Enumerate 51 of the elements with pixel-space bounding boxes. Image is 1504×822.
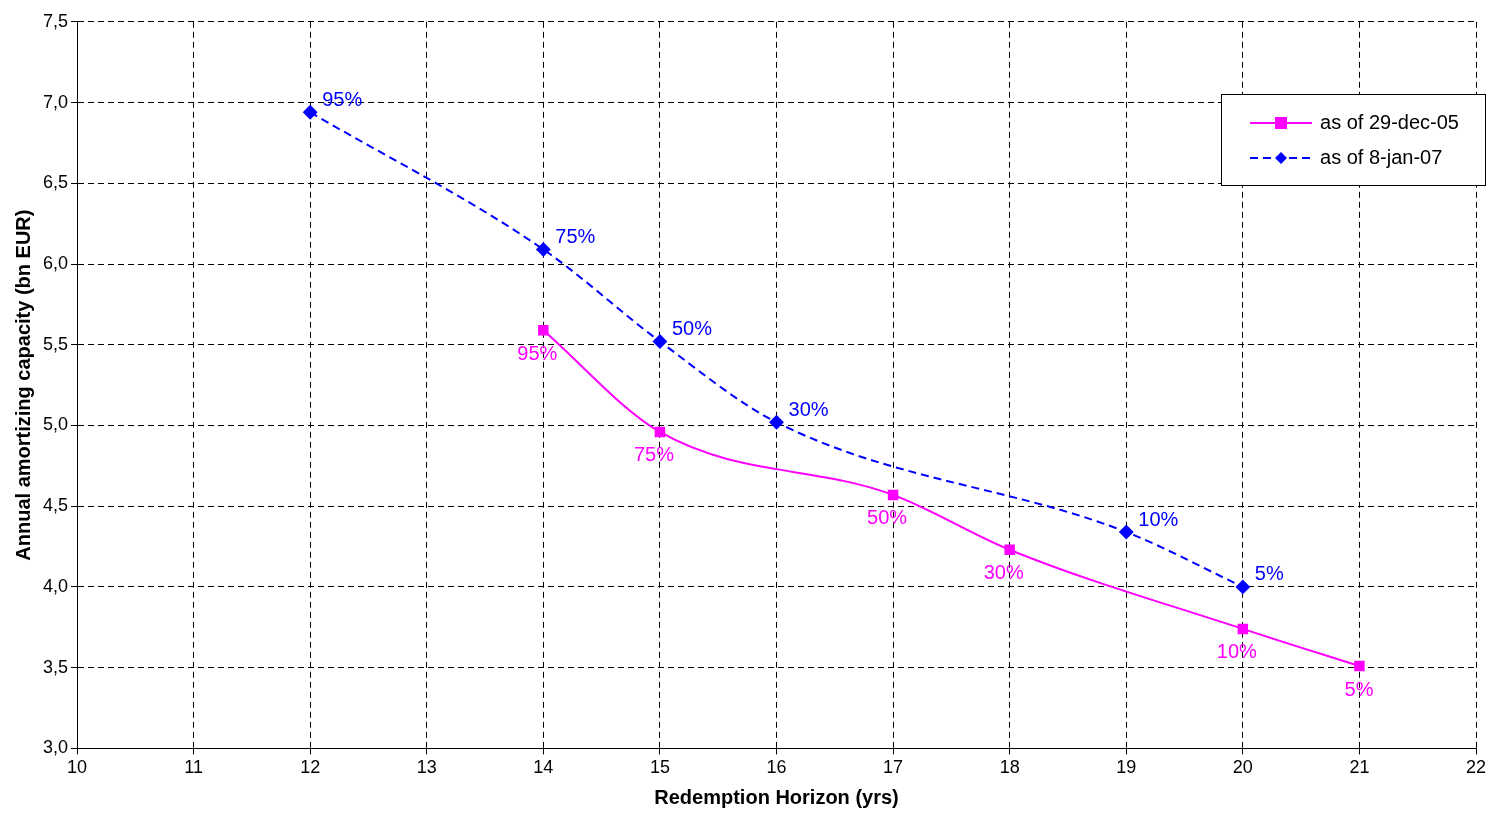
y-tick-label: 3,5 [42, 656, 69, 677]
x-tick-label: 18 [999, 757, 1020, 778]
y-tick-label: 6,0 [42, 252, 69, 273]
annotation: 10% [1216, 640, 1258, 663]
x-tick-label: 15 [649, 757, 670, 778]
annotation: 95% [322, 87, 363, 110]
annotation: 75% [633, 443, 675, 466]
x-tick-label: 21 [1349, 757, 1370, 778]
x-tick-label: 22 [1465, 757, 1487, 778]
annotation: 5% [1254, 562, 1284, 585]
y-tick-label: 4,5 [42, 495, 69, 516]
point [538, 324, 549, 336]
y-axis-title: Annual amortizing capacity (bn EUR) [11, 209, 34, 561]
x-tick-label: 17 [883, 757, 904, 778]
y-tick-label: 3,0 [42, 737, 69, 758]
y-tick-label: 7,0 [42, 91, 69, 112]
point [654, 426, 666, 438]
annotation: 95% [517, 341, 558, 364]
x-tick-label: 20 [1232, 757, 1253, 778]
legend-label: as of 29-dec-05 [1320, 111, 1459, 134]
point [769, 415, 784, 430]
x-tick-label: 14 [533, 757, 554, 778]
annotation: 50% [867, 506, 908, 529]
x-tick-label: 11 [184, 757, 203, 778]
point [1354, 660, 1365, 672]
x-tick-label: 19 [1116, 757, 1137, 778]
annotation: 10% [1138, 507, 1179, 530]
point [1119, 525, 1134, 540]
x-axis-title: Redemption Horizon (yrs) [654, 785, 899, 808]
annotation: 75% [555, 224, 596, 247]
annotation: 50% [671, 317, 713, 340]
y-tick-label: 5,0 [42, 414, 69, 435]
point [536, 242, 551, 257]
x-tick-label: 13 [416, 757, 437, 778]
point [1004, 544, 1015, 556]
y-tick-label: 6,5 [42, 172, 69, 193]
point [1237, 623, 1249, 635]
annotation: 5% [1344, 677, 1374, 700]
annotation: 30% [788, 397, 829, 420]
x-tick-label: 10 [67, 757, 88, 778]
y-tick-label: 5,5 [42, 333, 69, 354]
point [303, 105, 318, 120]
x-tick-label: 12 [300, 757, 321, 778]
y-tick-label: 4,0 [42, 575, 69, 596]
point [652, 334, 667, 349]
point [887, 489, 899, 501]
x-tick-label: 16 [766, 757, 787, 778]
point [1235, 579, 1250, 594]
annotation: 30% [983, 561, 1024, 584]
y-tick-label: 7,5 [42, 10, 69, 31]
legend-label: as of 8-jan-07 [1320, 146, 1443, 169]
